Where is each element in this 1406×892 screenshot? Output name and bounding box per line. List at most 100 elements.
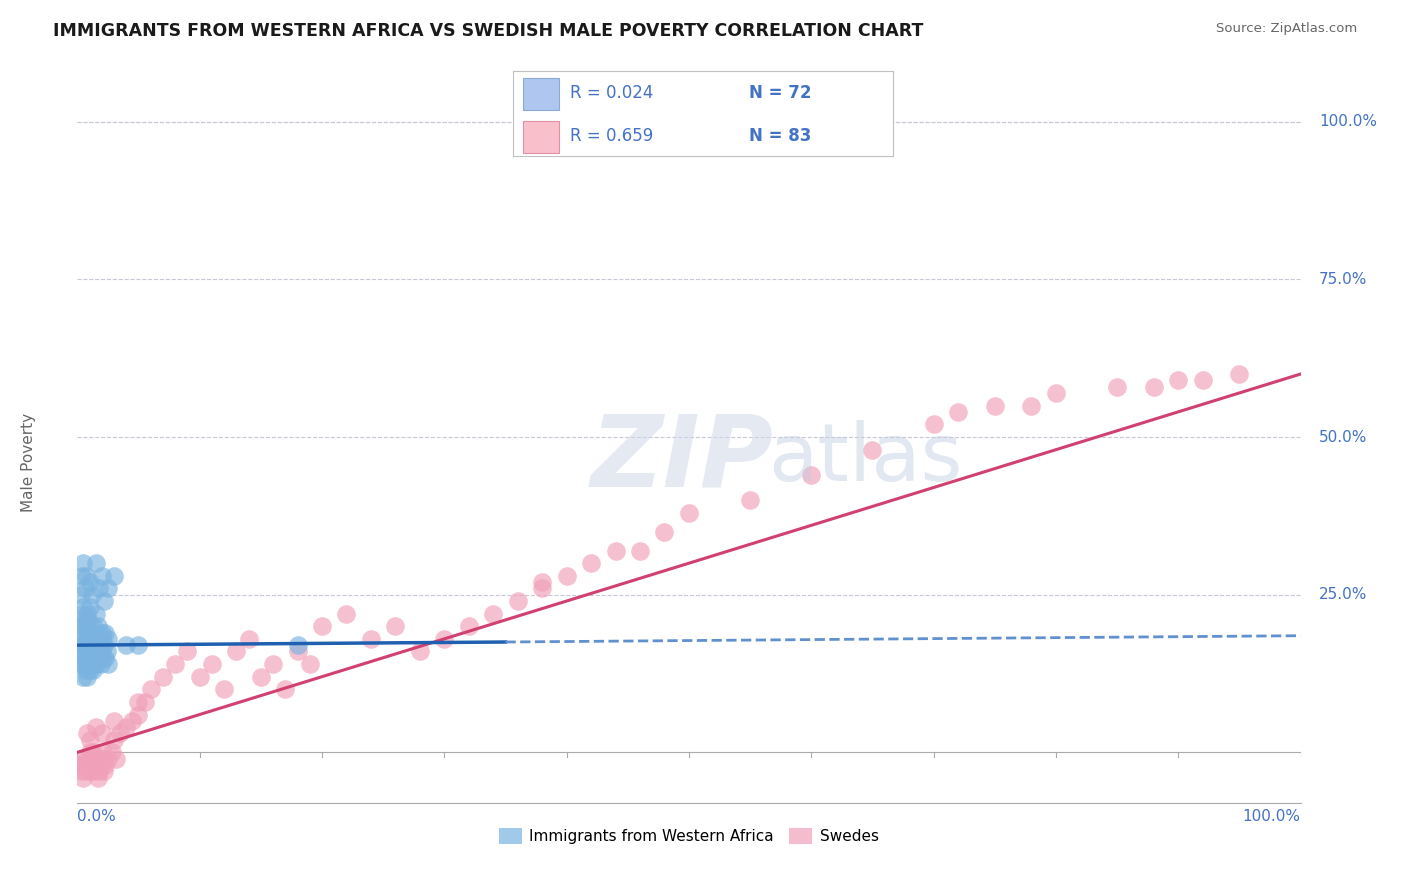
Point xyxy=(212,682,235,697)
Point xyxy=(76,650,98,665)
Point xyxy=(76,632,98,646)
Point xyxy=(115,638,138,652)
Point xyxy=(946,405,969,419)
Point xyxy=(201,657,224,671)
Point xyxy=(79,745,101,759)
Point xyxy=(79,625,101,640)
Point xyxy=(384,619,406,633)
Point xyxy=(94,625,117,640)
Point xyxy=(188,670,211,684)
Point xyxy=(97,752,120,766)
Point xyxy=(134,695,156,709)
Point xyxy=(87,771,110,785)
Point xyxy=(70,752,93,766)
Point xyxy=(76,670,98,684)
Legend: Immigrants from Western Africa, Swedes: Immigrants from Western Africa, Swedes xyxy=(494,822,884,850)
Text: N = 72: N = 72 xyxy=(748,85,811,103)
Point xyxy=(76,607,98,621)
Point xyxy=(70,569,93,583)
Point xyxy=(77,758,100,772)
Point xyxy=(225,644,247,658)
Text: Male Poverty: Male Poverty xyxy=(21,413,37,512)
Point xyxy=(433,632,456,646)
Point xyxy=(70,657,93,671)
Point xyxy=(152,670,174,684)
Point xyxy=(800,467,823,482)
Point xyxy=(121,714,143,728)
Point xyxy=(93,764,115,779)
Point xyxy=(90,625,112,640)
Point xyxy=(1191,373,1213,387)
Point xyxy=(84,752,107,766)
Point xyxy=(678,506,700,520)
Point xyxy=(79,575,101,590)
Point xyxy=(90,657,112,671)
Text: atlas: atlas xyxy=(769,420,963,498)
Point xyxy=(90,726,112,740)
Point xyxy=(1107,379,1129,393)
Point xyxy=(72,556,94,570)
Point xyxy=(105,752,128,766)
Point xyxy=(250,670,273,684)
Point xyxy=(83,764,105,779)
Point xyxy=(84,556,107,570)
Point xyxy=(1045,386,1067,401)
Point xyxy=(84,720,107,734)
Point xyxy=(91,650,114,665)
Point xyxy=(409,644,432,658)
Point xyxy=(90,569,112,583)
Point xyxy=(72,644,94,658)
Point xyxy=(70,650,93,665)
Point xyxy=(579,556,602,570)
Point xyxy=(93,594,115,608)
Text: 25.0%: 25.0% xyxy=(1319,587,1367,602)
Point xyxy=(87,619,110,633)
Point xyxy=(87,644,110,658)
Point xyxy=(77,657,100,671)
Point xyxy=(80,588,103,602)
Point xyxy=(79,732,101,747)
Point xyxy=(90,638,112,652)
Point xyxy=(91,745,114,759)
Point xyxy=(457,619,479,633)
Point xyxy=(79,644,101,658)
Point xyxy=(298,657,321,671)
Point xyxy=(97,632,120,646)
Point xyxy=(531,575,554,590)
Point xyxy=(287,638,309,652)
Point xyxy=(80,638,103,652)
Point xyxy=(80,650,103,665)
Point xyxy=(70,588,93,602)
Point xyxy=(862,442,884,457)
Point xyxy=(75,619,97,633)
Point xyxy=(287,644,309,658)
Point xyxy=(93,638,115,652)
Point xyxy=(73,613,96,627)
Point xyxy=(86,758,108,772)
Point xyxy=(238,632,260,646)
Point xyxy=(73,657,96,671)
Point xyxy=(139,682,162,697)
Text: 50.0%: 50.0% xyxy=(1319,430,1367,444)
Text: R = 0.659: R = 0.659 xyxy=(571,127,654,145)
Point xyxy=(89,582,111,596)
Point xyxy=(97,582,120,596)
Point xyxy=(89,650,111,665)
Point xyxy=(90,752,112,766)
Point xyxy=(531,582,554,596)
Text: IMMIGRANTS FROM WESTERN AFRICA VS SWEDISH MALE POVERTY CORRELATION CHART: IMMIGRANTS FROM WESTERN AFRICA VS SWEDIS… xyxy=(53,22,924,40)
Point xyxy=(72,625,94,640)
Point xyxy=(90,644,112,658)
Point xyxy=(86,650,108,665)
Point xyxy=(80,758,103,772)
Text: N = 83: N = 83 xyxy=(748,127,811,145)
Point xyxy=(79,600,101,615)
Point xyxy=(984,399,1007,413)
Point xyxy=(1229,367,1251,381)
Point xyxy=(100,745,122,759)
Point xyxy=(82,664,104,678)
Point xyxy=(506,594,529,608)
Point xyxy=(70,764,93,779)
Point xyxy=(740,493,762,508)
FancyBboxPatch shape xyxy=(523,120,558,153)
